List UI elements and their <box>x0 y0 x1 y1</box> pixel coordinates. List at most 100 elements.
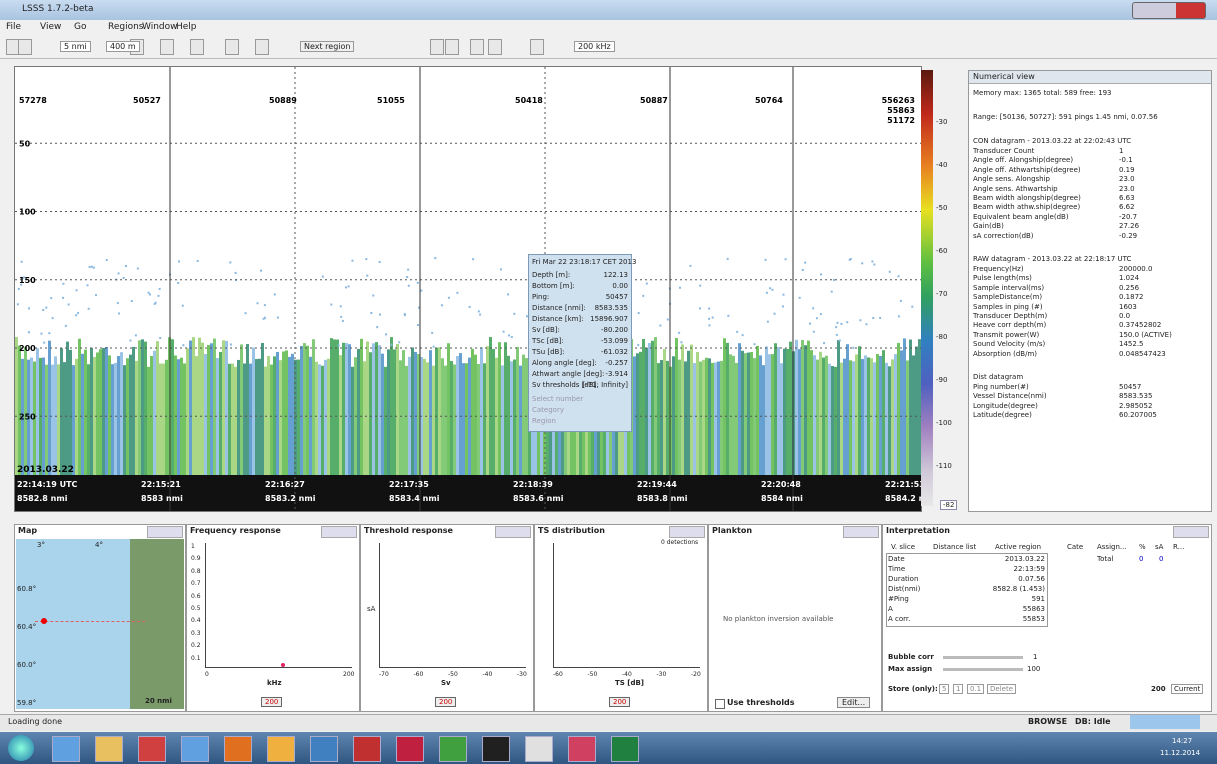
echo-speckle <box>801 268 804 271</box>
menu-item[interactable]: Window <box>142 22 178 32</box>
taskbar-icon[interactable] <box>353 736 381 762</box>
taskbar-icon[interactable] <box>181 736 209 762</box>
tool-button[interactable] <box>430 39 444 55</box>
tool-button[interactable] <box>18 39 32 55</box>
echo-signal <box>171 339 174 477</box>
taskbar-icon[interactable] <box>525 736 553 762</box>
slider[interactable] <box>943 668 1023 671</box>
store-button[interactable]: 5 <box>939 684 950 694</box>
echo-signal <box>645 347 648 477</box>
tool-button[interactable] <box>160 39 174 55</box>
echo-speckle <box>88 265 91 268</box>
taskbar-icon[interactable] <box>611 736 639 762</box>
start-button[interactable] <box>8 735 34 761</box>
store-button[interactable]: 1 <box>953 684 964 694</box>
taskbar-icon[interactable] <box>267 736 295 762</box>
frequency-button[interactable]: 200 <box>435 697 457 707</box>
panel-title: TS distribution <box>538 526 605 535</box>
echo-speckle <box>513 312 516 315</box>
panel-controls[interactable] <box>321 526 357 538</box>
range-field[interactable]: 400 m <box>106 41 140 52</box>
taskbar-icon[interactable] <box>52 736 80 762</box>
tool-button[interactable] <box>530 39 544 55</box>
echo-speckle <box>118 312 121 315</box>
panel-controls[interactable] <box>495 526 531 538</box>
echo-signal <box>765 346 768 477</box>
distance-label: 8583 nmi <box>141 494 183 503</box>
tool-button[interactable] <box>445 39 459 55</box>
echo-signal <box>882 350 885 477</box>
taskbar-icon[interactable] <box>310 736 338 762</box>
taskbar-icon[interactable] <box>482 736 510 762</box>
field-name: Samples in ping (#) <box>973 302 1043 311</box>
taskbar-icon[interactable] <box>95 736 123 762</box>
tool-button[interactable] <box>470 39 484 55</box>
tool-button[interactable] <box>190 39 204 55</box>
frequency-field[interactable]: 200 kHz <box>574 41 615 52</box>
echo-signal <box>60 348 63 477</box>
echo-speckle <box>417 323 420 326</box>
menu-item[interactable]: File <box>6 22 22 32</box>
checkbox[interactable] <box>715 699 725 709</box>
echo-signal <box>78 338 81 477</box>
echo-speckle <box>852 346 855 349</box>
field-name: Absorption (dB/m) <box>973 349 1038 358</box>
detections-label: 0 detections <box>661 539 699 546</box>
taskbar-icon[interactable] <box>224 736 252 762</box>
echo-speckle <box>134 334 137 337</box>
echo-signal <box>663 349 666 477</box>
echo-speckle <box>129 339 132 342</box>
edit-button[interactable]: Edit... <box>837 697 871 708</box>
echo-speckle <box>499 268 502 271</box>
frequency-button[interactable]: 200 <box>609 697 631 707</box>
echo-signal <box>306 345 309 477</box>
current-button[interactable]: Current <box>1171 684 1204 694</box>
echo-signal <box>180 357 183 477</box>
echo-speckle <box>726 257 729 260</box>
echo-speckle <box>28 307 31 310</box>
field-name: Ping number(#) <box>973 383 1029 391</box>
slider[interactable] <box>943 656 1023 659</box>
tooltip-menu-item: Category <box>532 406 564 414</box>
tool-button[interactable] <box>225 39 239 55</box>
taskbar-icon[interactable] <box>439 736 467 762</box>
panel-title: Numerical view <box>973 72 1035 81</box>
store-button[interactable]: 0.1 <box>967 684 985 694</box>
delete-button[interactable]: Delete <box>987 684 1016 694</box>
panel-header <box>969 71 1211 84</box>
tooltip-menu-item: Region <box>532 417 556 425</box>
window-controls[interactable] <box>1132 2 1206 19</box>
panel-controls[interactable] <box>843 526 879 538</box>
panel-controls[interactable] <box>669 526 705 538</box>
frequency-button[interactable]: 200 <box>261 697 283 707</box>
taskbar-icon[interactable] <box>138 736 166 762</box>
menu-item[interactable]: Go <box>74 22 87 32</box>
taskbar-icon[interactable] <box>396 736 424 762</box>
next-region-button[interactable]: Next region <box>300 41 355 52</box>
echo-signal <box>720 360 723 477</box>
toolbar: 5 nmi 400 m Next region 200 kHz <box>0 36 1217 59</box>
echo-speckle <box>130 300 133 303</box>
tool-button[interactable] <box>255 39 269 55</box>
panel-controls[interactable] <box>1173 526 1209 538</box>
echo-signal <box>870 358 873 477</box>
echo-speckle <box>502 330 505 333</box>
menu-item[interactable]: View <box>40 22 62 32</box>
memory-info: Memory max: 1365 total: 589 free: 193 <box>973 89 1112 97</box>
taskbar-icon[interactable] <box>568 736 596 762</box>
menu-item[interactable]: Help <box>176 22 197 32</box>
distance-field[interactable]: 5 nmi <box>60 41 91 52</box>
max-assign-label: Max assign <box>888 665 933 673</box>
echo-signal <box>729 354 732 477</box>
echo-signal <box>318 364 321 477</box>
panel-controls[interactable] <box>147 526 183 538</box>
time-label: 22:14:19 UTC <box>17 480 78 489</box>
echo-speckle <box>872 317 875 320</box>
echo-signal <box>90 347 93 477</box>
echo-speckle <box>339 305 342 308</box>
echo-signal <box>459 353 462 477</box>
tool-button[interactable] <box>488 39 502 55</box>
menu-item[interactable]: Regions <box>108 22 144 32</box>
echo-speckle <box>177 281 180 284</box>
